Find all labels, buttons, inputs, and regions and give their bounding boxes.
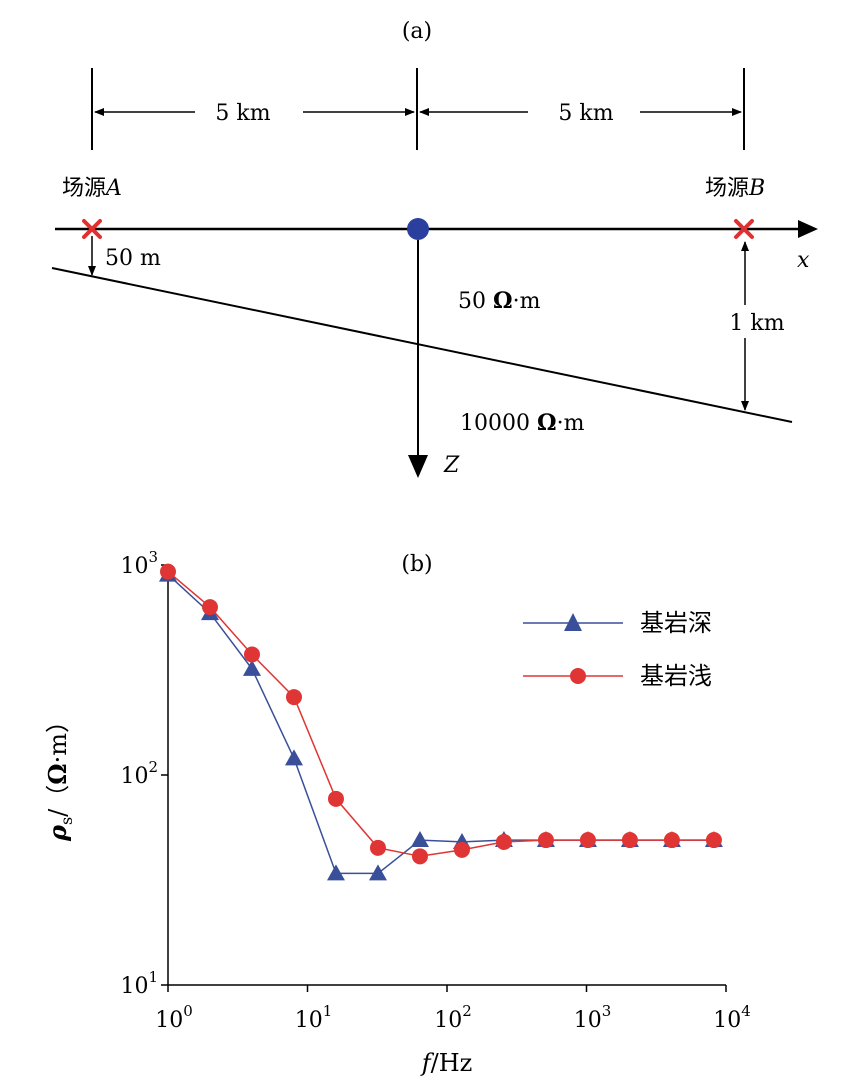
data-point-shallow — [327, 790, 344, 807]
panel-a-label: (a) — [402, 19, 432, 44]
source-a-label: 场源A — [62, 176, 122, 201]
chart-title: (b) — [401, 552, 432, 577]
data-point-deep — [242, 659, 261, 676]
data-point-deep — [410, 831, 429, 848]
legend-triangle-icon — [564, 613, 582, 631]
data-point-shallow — [160, 563, 176, 580]
x-axis-arrowhead — [798, 220, 818, 238]
y-tick-label: 101 — [120, 968, 158, 999]
x-tick-label: 100 — [155, 1002, 193, 1033]
chart-legend: 基岩深 基岩浅 — [523, 609, 712, 690]
depth-right-label: 1 km — [729, 311, 784, 336]
x-tick-label: 104 — [713, 1002, 751, 1033]
x-ticks: 100 101 102 103 104 — [155, 985, 751, 1033]
source-b-label: 场源B — [705, 176, 765, 201]
right-distance-label: 5 km — [558, 101, 613, 126]
x-axis-label: x — [797, 248, 810, 273]
y-tick-label: 102 — [120, 758, 158, 789]
data-point-shallow — [285, 689, 302, 706]
data-point-shallow — [453, 841, 470, 858]
data-point-shallow — [243, 646, 260, 663]
lower-layer-resistivity: 10000 Ω·m — [460, 410, 585, 436]
legend-item-shallow: 基岩浅 — [523, 662, 712, 690]
x-tick-label: 102 — [434, 1002, 472, 1033]
legend-label-deep: 基岩深 — [640, 609, 712, 637]
source-a-marker — [82, 219, 102, 239]
data-point-shallow — [579, 832, 596, 849]
source-b-marker — [734, 219, 754, 239]
chart-x-label: f/Hz — [420, 1049, 473, 1077]
data-point-shallow — [369, 839, 386, 856]
data-point-deep — [284, 749, 303, 766]
x-tick-label: 103 — [574, 1002, 612, 1033]
data-point-shallow — [663, 832, 680, 849]
series-line-shallow — [167, 571, 714, 858]
z-axis-arrowhead — [408, 455, 428, 478]
data-point-shallow — [495, 833, 512, 850]
data-point-shallow — [537, 832, 554, 849]
y-ticks: 101 102 103 — [120, 548, 168, 999]
z-axis-label: Z — [443, 453, 460, 478]
data-point-deep — [326, 864, 345, 881]
data-point-shallow — [705, 832, 722, 849]
series-layer — [159, 563, 723, 881]
series-line-deep — [167, 574, 714, 875]
data-point-shallow — [201, 599, 218, 616]
x-tick-label: 101 — [295, 1002, 333, 1033]
data-point-shallow — [621, 832, 638, 849]
panel-a: (a) 5 km 5 km 场源A 场源B x — [51, 19, 818, 478]
data-point-deep — [368, 864, 387, 881]
station-marker — [407, 218, 429, 240]
legend-label-shallow: 基岩浅 — [640, 662, 712, 690]
y-tick-label: 103 — [120, 548, 158, 579]
legend-circle-icon — [570, 668, 586, 684]
chart-y-label: ρs/（Ω·m） — [43, 709, 76, 842]
data-point-shallow — [411, 848, 428, 865]
legend-item-deep: 基岩深 — [523, 609, 712, 637]
bedrock-interface-line — [51, 267, 793, 423]
upper-layer-resistivity: 50 Ω·m — [458, 288, 541, 314]
depth-left-label: 50 m — [105, 246, 161, 271]
left-distance-label: 5 km — [215, 101, 270, 126]
